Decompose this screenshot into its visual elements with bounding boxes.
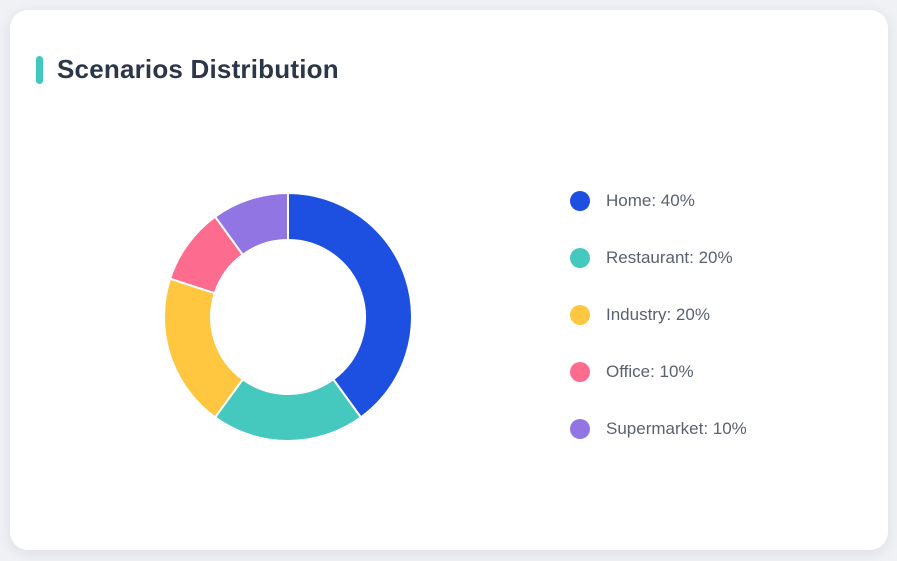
legend-label: Home: 40%: [606, 191, 695, 210]
title-accent-bar: [36, 55, 43, 84]
legend-dot-restaurant: [570, 248, 590, 268]
legend-item-supermarket[interactable]: Supermarket: 10%: [570, 419, 747, 439]
card-header: Scenarios Distribution: [36, 54, 339, 85]
legend-item-industry[interactable]: Industry: 20%: [570, 305, 747, 325]
legend-item-home[interactable]: Home: 40%: [570, 191, 747, 211]
donut-chart-area: [163, 192, 413, 442]
donut-segment-home[interactable]: [287, 192, 413, 419]
legend-label: Office: 10%: [606, 362, 694, 381]
legend-dot-home: [570, 191, 590, 211]
page-title: Scenarios Distribution: [57, 54, 339, 84]
legend-dot-industry: [570, 305, 590, 325]
donut-segment-industry[interactable]: [163, 277, 244, 419]
legend-item-restaurant[interactable]: Restaurant: 20%: [570, 248, 747, 268]
legend-dot-office: [570, 362, 590, 382]
donut-chart[interactable]: [163, 192, 413, 442]
scenarios-distribution-card: Scenarios Distribution Home: 40% Restaura…: [10, 10, 888, 550]
legend-item-office[interactable]: Office: 10%: [570, 362, 747, 382]
legend-dot-supermarket: [570, 419, 590, 439]
legend-label: Restaurant: 20%: [606, 248, 733, 267]
legend-label: Supermarket: 10%: [606, 419, 747, 438]
donut-segment-supermarket[interactable]: [214, 192, 289, 256]
chart-legend: Home: 40% Restaurant: 20% Industry: 20% Off…: [570, 191, 747, 439]
legend-label: Industry: 20%: [606, 305, 710, 324]
